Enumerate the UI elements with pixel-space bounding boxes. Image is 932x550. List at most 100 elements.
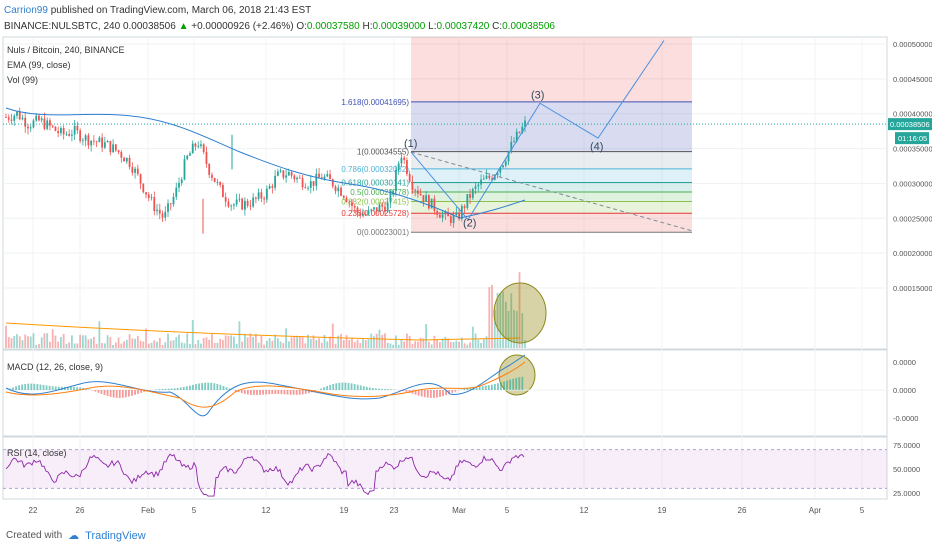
macd-histogram-bar xyxy=(228,388,231,390)
volume-bar xyxy=(178,334,180,348)
candle-body xyxy=(153,197,156,212)
macd-histogram-bar xyxy=(243,390,246,394)
macd-histogram-bar xyxy=(21,384,24,390)
macd-histogram-bar xyxy=(134,390,136,395)
candle-body xyxy=(312,181,315,186)
price-tick-label: 0.00035000 xyxy=(893,145,932,154)
ema-legend[interactable]: EMA (99, close) xyxy=(7,60,71,70)
candle-body xyxy=(408,173,411,182)
macd-histogram-bar xyxy=(256,390,258,395)
candle-body xyxy=(480,179,482,185)
volume-ma-line xyxy=(5,322,521,341)
volume-bar xyxy=(43,333,46,348)
volume-bar xyxy=(474,333,477,348)
fib-level-label: 0.236(0.00025728) xyxy=(341,209,409,218)
candle-body xyxy=(54,126,57,131)
macd-histogram-bar xyxy=(286,390,289,395)
candle-body xyxy=(518,131,521,133)
volume-bar xyxy=(351,337,353,348)
candle-body xyxy=(290,172,293,176)
candle-body xyxy=(337,187,340,192)
candle-body xyxy=(246,200,249,206)
change-text: +0.00000926 (+2.46%) xyxy=(191,21,294,32)
candle-body xyxy=(68,134,71,136)
candle-body xyxy=(38,115,40,121)
macd-histogram-bar xyxy=(509,379,512,390)
macd-histogram-bar xyxy=(79,387,81,390)
macd-legend[interactable]: MACD (12, 26, close, 9) xyxy=(7,362,103,372)
macd-histogram-bar xyxy=(436,390,438,398)
volume-bar xyxy=(134,338,136,348)
volume-bar xyxy=(460,337,463,348)
candle-body xyxy=(73,125,76,135)
macd-pane[interactable] xyxy=(2,349,888,437)
fib-zone xyxy=(411,151,692,169)
tradingview-link[interactable]: TradingView xyxy=(85,529,146,542)
candle-body xyxy=(5,117,7,118)
time-tick-label: 23 xyxy=(390,506,399,515)
candle-body xyxy=(180,179,183,183)
volume-bar xyxy=(84,335,87,348)
candle-body xyxy=(466,194,469,208)
vol-legend[interactable]: Vol (99) xyxy=(7,75,38,85)
wave-projection-line xyxy=(410,40,665,221)
volume-bar xyxy=(485,336,488,348)
candle-body xyxy=(123,157,125,162)
volume-bar xyxy=(480,342,482,348)
candle-body xyxy=(81,140,84,142)
volume-bar xyxy=(202,338,205,348)
candle-body xyxy=(260,192,263,199)
candle-body xyxy=(79,130,82,142)
rsi-legend[interactable]: RSI (14, close) xyxy=(7,448,67,458)
author-link[interactable]: Carrion99 xyxy=(4,5,48,16)
candle-body xyxy=(340,187,342,196)
candle-body xyxy=(40,118,43,121)
macd-histogram-bar xyxy=(240,390,243,394)
volume-bars xyxy=(5,272,526,348)
macd-histogram-bar xyxy=(48,385,51,390)
volume-bar xyxy=(235,343,238,348)
candle-body xyxy=(359,212,362,216)
volume-bar xyxy=(197,339,200,348)
macd-histogram-bar xyxy=(213,383,216,390)
macd-histogram-bar xyxy=(173,388,176,390)
macd-histogram-bar xyxy=(216,383,219,390)
gridlines xyxy=(3,37,887,499)
volume-bar xyxy=(246,337,249,348)
candle-body xyxy=(13,115,16,121)
macd-histogram-bar xyxy=(143,390,146,392)
macd-histogram-bar xyxy=(259,390,261,395)
candle-body xyxy=(455,212,458,216)
candle-body xyxy=(27,126,29,129)
candle-body xyxy=(274,175,277,188)
macd-histogram-bar xyxy=(179,387,182,390)
volume-bar xyxy=(312,335,315,348)
macd-histogram-bar xyxy=(280,390,283,395)
rsi-series xyxy=(3,449,887,497)
volume-bar xyxy=(386,342,389,348)
macd-histogram-bar xyxy=(362,386,365,390)
candle-body xyxy=(87,135,90,146)
volume-bar xyxy=(499,293,502,348)
candle-body xyxy=(92,140,95,142)
candle-body xyxy=(175,187,178,197)
price-pane[interactable] xyxy=(2,36,888,350)
volume-bar xyxy=(309,338,312,348)
candle-body xyxy=(285,175,287,178)
macd-histogram-bar xyxy=(433,390,435,398)
macd-histogram-bar xyxy=(210,382,213,390)
macd-histogram-bar xyxy=(481,386,484,390)
time-tick-label: 22 xyxy=(29,506,38,515)
candle-body xyxy=(276,171,279,176)
last-price-tag[interactable] xyxy=(888,118,932,131)
volume-bar xyxy=(491,284,493,348)
volume-bar xyxy=(458,341,460,348)
macd-histogram-bar xyxy=(36,384,39,390)
candle-body xyxy=(139,174,142,184)
volume-bar xyxy=(101,343,104,348)
volume-bar xyxy=(139,340,142,348)
macd-histogram-bar xyxy=(161,388,164,390)
candle-body xyxy=(414,189,417,191)
volume-bar xyxy=(21,340,24,348)
